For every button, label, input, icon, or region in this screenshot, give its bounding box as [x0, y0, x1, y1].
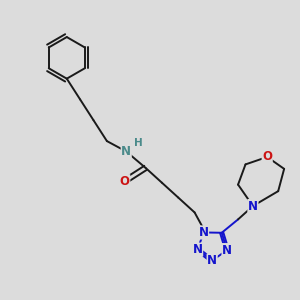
- Text: N: N: [121, 145, 131, 158]
- Text: N: N: [199, 226, 208, 239]
- Text: N: N: [193, 243, 202, 256]
- Text: O: O: [262, 151, 272, 164]
- Text: N: N: [207, 254, 217, 267]
- Text: N: N: [248, 200, 258, 212]
- Text: H: H: [134, 138, 143, 148]
- Text: N: N: [222, 244, 232, 256]
- Text: O: O: [120, 175, 130, 188]
